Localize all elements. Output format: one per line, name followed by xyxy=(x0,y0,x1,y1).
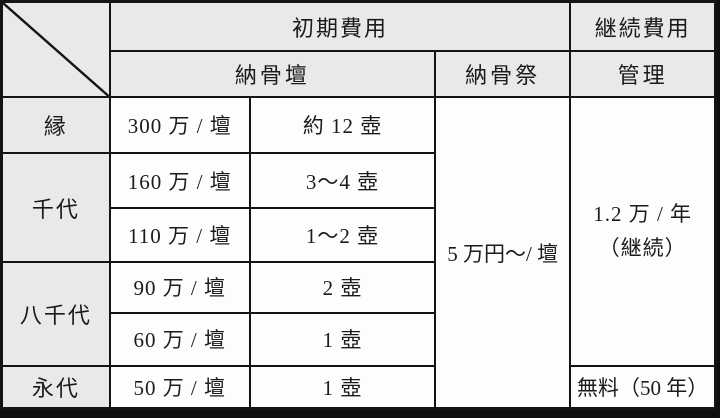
urns-cell: 1 壺 xyxy=(248,311,437,367)
row-label-chiyo: 千代 xyxy=(0,152,111,263)
diagonal-line-icon xyxy=(3,3,109,96)
table-row-yachiyo-1: 八千代 90 万 / 壇 2 壺 xyxy=(0,260,716,367)
management-free-cell: 無料（50 年） xyxy=(569,364,717,410)
urns-cell: 3～4 壺 xyxy=(248,152,437,210)
urns-cell: 2 壺 xyxy=(248,260,437,314)
header-management: 管理 xyxy=(569,50,717,99)
table-row-chiyo-2: 110 万 / 壇 1～2 壺 xyxy=(2,207,716,263)
price-cell: 50 万 / 壇 xyxy=(108,364,251,410)
table-row-yachiyo-2: 60 万 / 壇 1 壺 xyxy=(2,311,716,367)
header-initial-cost: 初期費用 xyxy=(108,0,572,53)
price-cell: 60 万 / 壇 xyxy=(108,311,251,367)
row-label-eitai: 永代 xyxy=(0,364,111,410)
price-cell: 160 万 / 壇 xyxy=(108,152,251,210)
header-nokotsusai: 納骨祭 xyxy=(434,50,572,99)
price-cell: 90 万 / 壇 xyxy=(108,260,251,314)
urns-cell: 1 壺 xyxy=(248,364,437,410)
header-ongoing-cost: 継続費用 xyxy=(569,0,717,53)
price-table: 初期費用 継続費用 納骨壇 納骨祭 管理 縁 300 万 / 壇 約 12 壺 … xyxy=(0,0,717,410)
management-value-line2: （継続） xyxy=(598,236,687,261)
header-row-1: 初期費用 継続費用 xyxy=(0,0,717,99)
nokotsusai-value-cell: 5 万円～/ 壇 xyxy=(434,96,572,410)
price-cell: 110 万 / 壇 xyxy=(108,207,251,263)
table-row-en: 縁 300 万 / 壇 約 12 壺 5 万円～/ 壇 1.2 万 / 年 （継… xyxy=(0,96,717,410)
corner-diagonal-cell xyxy=(0,0,111,99)
urns-cell: 1～2 壺 xyxy=(248,207,437,263)
row-label-en: 縁 xyxy=(0,96,111,155)
price-cell: 300 万 / 壇 xyxy=(108,96,251,155)
header-nokotsudan: 納骨壇 xyxy=(108,50,437,99)
urns-cell: 約 12 壺 xyxy=(248,96,437,155)
management-value-cell: 1.2 万 / 年 （継続） xyxy=(569,96,717,367)
header-row-2: 納骨壇 納骨祭 管理 xyxy=(2,50,717,99)
row-label-yachiyo: 八千代 xyxy=(0,260,111,367)
table-row-chiyo-1: 千代 160 万 / 壇 3～4 壺 xyxy=(0,152,716,263)
management-value-line1: 1.2 万 / 年 xyxy=(593,201,693,226)
table-row-eitai: 永代 50 万 / 壇 1 壺 無料（50 年） xyxy=(0,364,717,410)
